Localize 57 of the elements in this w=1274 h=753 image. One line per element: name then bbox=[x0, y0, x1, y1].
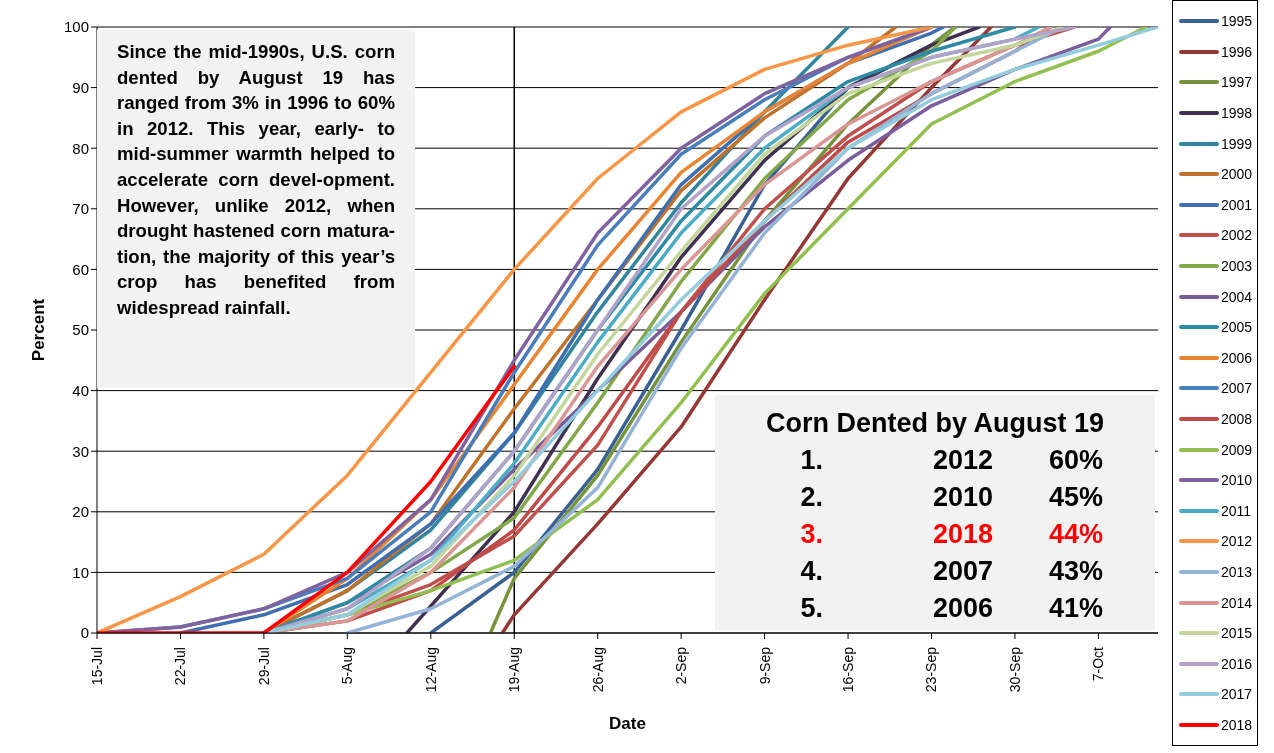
y-tick-label: 0 bbox=[80, 624, 89, 642]
legend-label: 2014 bbox=[1221, 594, 1253, 611]
legend-label: 1996 bbox=[1221, 43, 1253, 60]
text: Since the mid-1990s, U.S. corn dented by August 19 has ranged from 3% in 1996 to 60% in 2012. This year, early- to mid-summer warmth helped to accelerate corn devel-opment. However, unlike 2012, when drought hastened corn matura-tion, the majority of this year’s crop has benefited from widespread rainfall. bbox=[117, 41, 395, 318]
legend-label: 2013 bbox=[1221, 563, 1253, 580]
legend-label: 2003 bbox=[1221, 258, 1253, 275]
x-tick-label: 23-Sep bbox=[923, 646, 940, 693]
y-tick-label: 20 bbox=[72, 503, 89, 521]
x-tick-label: 30-Sep bbox=[1006, 646, 1023, 693]
y-tick-label: 90 bbox=[72, 78, 89, 96]
legend-label: 2011 bbox=[1221, 502, 1252, 519]
x-tick-label: 15-Jul bbox=[89, 647, 105, 686]
y-axis-title: Percent bbox=[29, 298, 49, 362]
text: 3. 2018 44% bbox=[800, 519, 1103, 549]
x-tick-label: 12-Aug bbox=[422, 647, 439, 693]
legend-label: 2002 bbox=[1221, 227, 1253, 244]
x-tick-label: 29-Jul bbox=[255, 647, 272, 686]
y-tick-label: 60 bbox=[72, 260, 89, 278]
y-tick-label: 40 bbox=[72, 381, 89, 399]
text: 5. 2006 41% bbox=[800, 593, 1103, 623]
legend-label: 2008 bbox=[1221, 411, 1253, 428]
legend-label: 1997 bbox=[1221, 74, 1253, 91]
x-tick-label: 9-Sep bbox=[756, 646, 773, 685]
legend-label: 2007 bbox=[1221, 380, 1253, 397]
x-tick-label: 2-Sep bbox=[673, 646, 690, 685]
legend-label: 2001 bbox=[1221, 196, 1253, 213]
legend-label: 2012 bbox=[1221, 533, 1253, 550]
legend-label: 2006 bbox=[1221, 349, 1253, 366]
text: 4. 2007 43% bbox=[800, 556, 1103, 586]
y-tick-label: 100 bbox=[63, 18, 89, 36]
legend-label: 1999 bbox=[1221, 135, 1253, 152]
annotation: Corn Dented by August 19 bbox=[765, 407, 1105, 440]
legend-label: 2010 bbox=[1221, 472, 1253, 489]
y-tick-label: 80 bbox=[72, 139, 89, 157]
legend-label: 2004 bbox=[1221, 288, 1253, 305]
legend-label: 1995 bbox=[1221, 13, 1253, 30]
legend-label: 2000 bbox=[1221, 166, 1253, 183]
legend-label: 2018 bbox=[1221, 716, 1253, 733]
y-tick-label: 50 bbox=[72, 321, 89, 339]
legend-label: 1998 bbox=[1221, 105, 1253, 122]
x-tick-label: 19-Aug bbox=[506, 647, 523, 693]
legend-label: 2015 bbox=[1221, 625, 1253, 642]
legend-label: 2016 bbox=[1221, 655, 1253, 672]
x-tick-label: 26-Aug bbox=[589, 647, 606, 693]
text: 2. 2010 45% bbox=[800, 482, 1103, 512]
legend-label: 2017 bbox=[1221, 686, 1253, 703]
legend-label: 2005 bbox=[1221, 319, 1253, 336]
text: 1. 2012 60% bbox=[800, 445, 1103, 475]
y-tick-label: 10 bbox=[72, 563, 89, 581]
x-axis-title: Date bbox=[609, 714, 646, 733]
x-tick-label: 7-Oct bbox=[1090, 646, 1107, 682]
y-tick-label: 70 bbox=[72, 200, 89, 218]
x-tick-label: 16-Sep bbox=[840, 646, 857, 693]
x-tick-label: 22-Jul bbox=[172, 647, 189, 686]
x-tick-label: 5-Aug bbox=[339, 647, 356, 685]
legend-label: 2009 bbox=[1221, 441, 1253, 458]
y-tick-label: 30 bbox=[72, 442, 89, 460]
